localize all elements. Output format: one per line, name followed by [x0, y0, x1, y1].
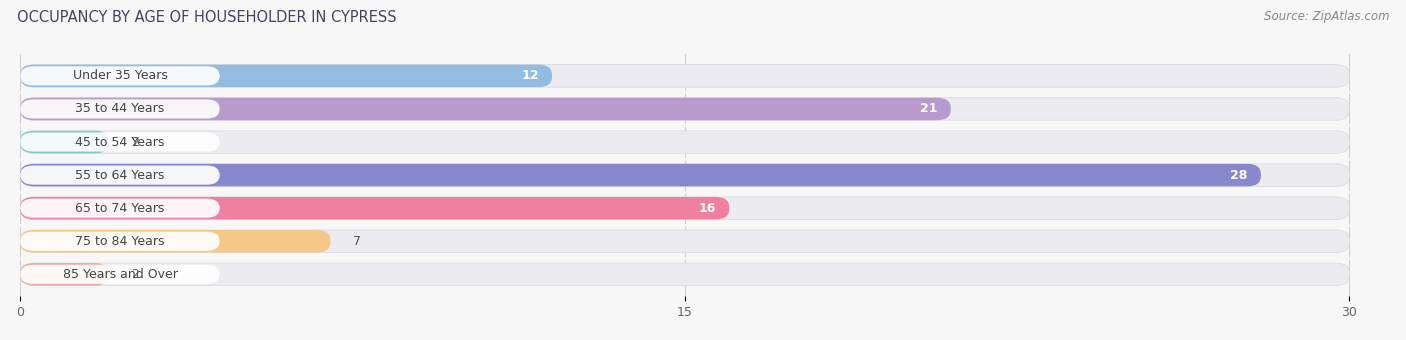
FancyBboxPatch shape — [20, 131, 1350, 153]
FancyBboxPatch shape — [20, 230, 330, 253]
FancyBboxPatch shape — [20, 263, 108, 286]
Text: 12: 12 — [522, 69, 538, 82]
FancyBboxPatch shape — [20, 232, 219, 251]
FancyBboxPatch shape — [20, 197, 730, 219]
Text: 28: 28 — [1230, 169, 1247, 182]
Text: OCCUPANCY BY AGE OF HOUSEHOLDER IN CYPRESS: OCCUPANCY BY AGE OF HOUSEHOLDER IN CYPRE… — [17, 10, 396, 25]
Text: 21: 21 — [920, 102, 938, 116]
FancyBboxPatch shape — [20, 98, 1350, 120]
FancyBboxPatch shape — [20, 265, 219, 284]
FancyBboxPatch shape — [20, 197, 1350, 219]
FancyBboxPatch shape — [20, 65, 1350, 87]
FancyBboxPatch shape — [20, 99, 219, 119]
Text: 45 to 54 Years: 45 to 54 Years — [76, 136, 165, 149]
Text: 2: 2 — [131, 268, 139, 281]
Text: 85 Years and Over: 85 Years and Over — [63, 268, 177, 281]
FancyBboxPatch shape — [20, 133, 219, 152]
FancyBboxPatch shape — [20, 164, 1350, 186]
Text: Under 35 Years: Under 35 Years — [73, 69, 167, 82]
FancyBboxPatch shape — [20, 65, 553, 87]
FancyBboxPatch shape — [20, 230, 1350, 253]
FancyBboxPatch shape — [20, 263, 1350, 286]
Text: 7: 7 — [353, 235, 360, 248]
Text: Source: ZipAtlas.com: Source: ZipAtlas.com — [1264, 10, 1389, 23]
FancyBboxPatch shape — [20, 66, 219, 85]
Text: 65 to 74 Years: 65 to 74 Years — [76, 202, 165, 215]
FancyBboxPatch shape — [20, 131, 108, 153]
Text: 2: 2 — [131, 136, 139, 149]
Text: 16: 16 — [699, 202, 716, 215]
FancyBboxPatch shape — [20, 199, 219, 218]
FancyBboxPatch shape — [20, 164, 1261, 186]
Text: 75 to 84 Years: 75 to 84 Years — [76, 235, 165, 248]
FancyBboxPatch shape — [20, 166, 219, 185]
Text: 35 to 44 Years: 35 to 44 Years — [76, 102, 165, 116]
FancyBboxPatch shape — [20, 98, 950, 120]
Text: 55 to 64 Years: 55 to 64 Years — [76, 169, 165, 182]
